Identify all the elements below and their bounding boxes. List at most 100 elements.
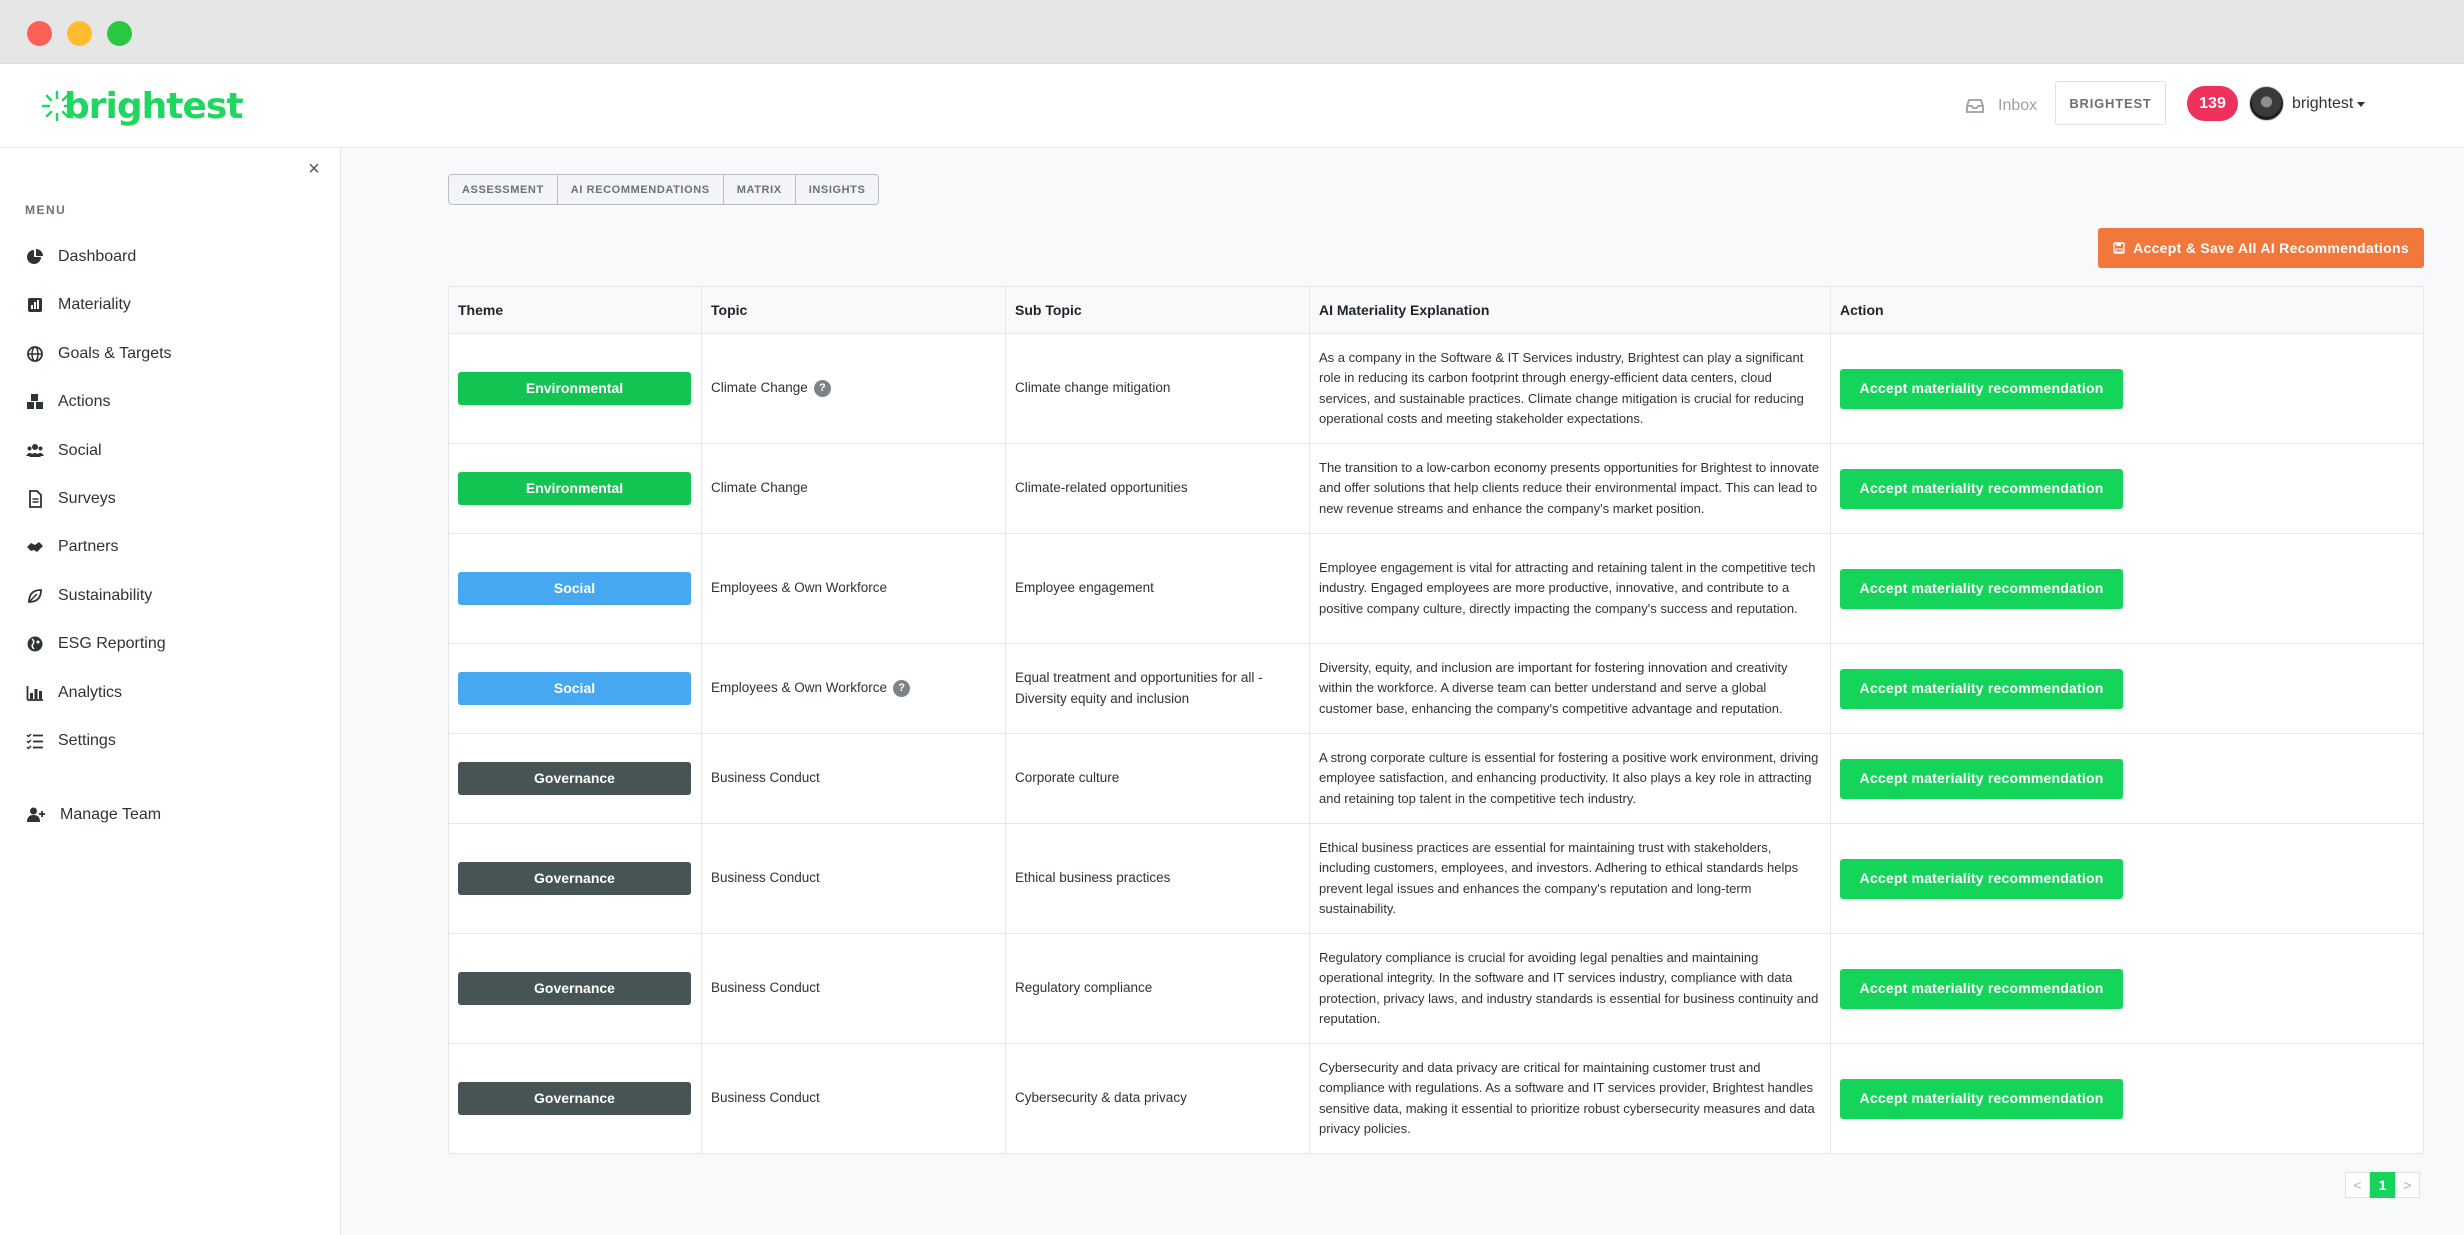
notification-badge[interactable]: 139 — [2187, 86, 2238, 121]
theme-badge: Environmental — [458, 472, 691, 505]
sidebar-item-sustainability[interactable]: Sustainability — [26, 583, 152, 609]
sidebar: × MENU Dashboard Materiality Goals & Tar… — [0, 148, 341, 1235]
view-tabs: ASSESSMENT AI RECOMMENDATIONS MATRIX INS… — [448, 174, 880, 205]
sidebar-item-analytics[interactable]: Analytics — [26, 680, 122, 706]
explanation-cell: The transition to a low-carbon economy p… — [1309, 443, 1831, 534]
topic-label: Employees & Own Workforce — [711, 580, 888, 596]
column-header-explanation[interactable]: AI Materiality Explanation — [1309, 286, 1831, 334]
leaf-icon — [28, 589, 42, 603]
accept-recommendation-button[interactable]: Accept materiality recommendation — [1840, 468, 2123, 509]
organization-button[interactable]: BRIGHTEST — [2055, 81, 2166, 125]
table-row: Governance Business Conduct Cybersecurity … — [448, 1043, 2424, 1154]
table-row: Environmental Climate Change Climate-relat… — [448, 443, 2424, 534]
theme-badge: Governance — [458, 862, 691, 895]
sidebar-item-label: Materiality — [58, 296, 131, 313]
sidebar-item-label: Social — [58, 442, 102, 459]
sidebar-item-dashboard[interactable]: Dashboard — [26, 244, 136, 270]
sub-topic-cell: Regulatory compliance — [1005, 933, 1310, 1044]
topic-cell: Business Conduct — [701, 823, 1006, 934]
table-row: Governance Business Conduct Regulatory com… — [448, 933, 2424, 1044]
column-header-topic[interactable]: Topic — [701, 286, 1006, 334]
column-header-sub-topic[interactable]: Sub Topic — [1005, 286, 1310, 334]
inbox-link[interactable]: Inbox — [1966, 92, 2037, 120]
sub-topic-cell: Ethical business practices — [1005, 823, 1310, 934]
accept-recommendation-button[interactable]: Accept materiality recommendation — [1840, 968, 2123, 1009]
maximize-window-button[interactable] — [107, 21, 132, 46]
recommendations-table: Theme Topic Sub Topic AI Materiality Exp… — [448, 286, 2424, 1154]
theme-badge: Environmental — [458, 372, 691, 405]
pie-chart-icon — [27, 249, 43, 264]
topic-label: Business Conduct — [711, 980, 820, 996]
action-cell: Accept materiality recommendation — [1830, 1043, 2424, 1154]
theme-cell: Social — [448, 643, 702, 734]
topic-label: Employees & Own Workforce — [711, 680, 888, 696]
sidebar-item-partners[interactable]: Partners — [26, 534, 118, 560]
explanation-cell: Diversity, equity, and inclusion are imp… — [1309, 643, 1831, 734]
theme-cell: Governance — [448, 933, 702, 1044]
explanation-cell: Cybersecurity and data privacy are criti… — [1309, 1043, 1831, 1154]
topic-cell: Climate Change? — [701, 333, 1006, 444]
pagination-next-button[interactable]: > — [2395, 1172, 2420, 1198]
tab-matrix[interactable]: MATRIX — [724, 175, 796, 204]
pagination-prev-button[interactable]: < — [2345, 1172, 2370, 1198]
chart-square-icon — [28, 298, 42, 312]
logo-text: brightest — [64, 85, 244, 127]
action-cell: Accept materiality recommendation — [1830, 443, 2424, 534]
users-icon — [26, 444, 44, 457]
sidebar-item-label: ESG Reporting — [58, 635, 166, 652]
explanation-cell: Employee engagement is vital for attract… — [1309, 533, 1831, 644]
theme-badge: Social — [458, 672, 691, 705]
accept-all-button[interactable]: Accept & Save All AI Recommendations — [2098, 228, 2424, 268]
avatar[interactable] — [2249, 86, 2284, 121]
save-icon — [2113, 242, 2125, 254]
sidebar-item-materiality[interactable]: Materiality — [26, 292, 131, 318]
action-cell: Accept materiality recommendation — [1830, 333, 2424, 444]
action-cell: Accept materiality recommendation — [1830, 643, 2424, 734]
topic-label: Business Conduct — [711, 770, 820, 786]
pagination-page-button[interactable]: 1 — [2370, 1172, 2395, 1198]
close-window-button[interactable] — [27, 21, 52, 46]
help-icon[interactable]: ? — [893, 680, 911, 698]
column-header-theme[interactable]: Theme — [448, 286, 702, 334]
theme-badge: Governance — [458, 762, 691, 795]
sidebar-item-label: Surveys — [58, 490, 116, 507]
sidebar-item-actions[interactable]: Actions — [26, 389, 110, 415]
sidebar-item-settings[interactable]: Settings — [26, 728, 116, 754]
user-menu-dropdown[interactable]: brightest — [2292, 92, 2366, 116]
accept-recommendation-button[interactable]: Accept materiality recommendation — [1840, 758, 2123, 799]
table-row: Governance Business Conduct Ethical busine… — [448, 823, 2424, 934]
sidebar-item-label: Dashboard — [58, 248, 137, 265]
sidebar-item-esg-reporting[interactable]: ESG Reporting — [26, 631, 166, 657]
sidebar-item-manage-team[interactable]: Manage Team — [26, 802, 161, 828]
accept-recommendation-button[interactable]: Accept materiality recommendation — [1840, 1078, 2123, 1119]
sidebar-item-social[interactable]: Social — [26, 438, 102, 464]
accept-recommendation-button[interactable]: Accept materiality recommendation — [1840, 568, 2123, 609]
document-icon — [29, 490, 42, 508]
topic-label: Climate Change — [711, 480, 808, 496]
accept-recommendation-button[interactable]: Accept materiality recommendation — [1840, 368, 2123, 409]
inbox-icon — [1966, 99, 1984, 113]
bar-chart-icon — [26, 686, 43, 701]
accept-recommendation-button[interactable]: Accept materiality recommendation — [1840, 668, 2123, 709]
sidebar-close-button[interactable]: × — [308, 157, 320, 180]
topic-cell: Employees & Own Workforce — [701, 533, 1006, 644]
list-check-icon — [26, 733, 43, 750]
action-cell: Accept materiality recommendation — [1830, 733, 2424, 824]
sidebar-item-goals-targets[interactable]: Goals & Targets — [26, 341, 172, 367]
top-header: brightest Inbox BRIGHTEST 139 brightest — [0, 64, 2464, 148]
tab-ai-recommendations[interactable]: AI RECOMMENDATIONS — [558, 175, 724, 204]
minimize-window-button[interactable] — [67, 21, 92, 46]
sidebar-item-label: Goals & Targets — [58, 345, 172, 362]
help-icon[interactable]: ? — [813, 380, 831, 398]
tab-assessment[interactable]: ASSESSMENT — [449, 175, 558, 204]
column-header-action[interactable]: Action — [1830, 286, 2424, 334]
theme-badge: Governance — [458, 1082, 691, 1115]
user-plus-icon — [27, 807, 45, 822]
brand-logo[interactable]: brightest — [40, 78, 244, 134]
tab-insights[interactable]: INSIGHTS — [808, 183, 866, 196]
sidebar-item-label: Sustainability — [58, 587, 153, 604]
table-row: Social Employees & Own Workforce Employee … — [448, 533, 2424, 644]
sidebar-item-surveys[interactable]: Surveys — [26, 486, 116, 512]
accept-recommendation-button[interactable]: Accept materiality recommendation — [1840, 858, 2123, 899]
topic-label: Business Conduct — [711, 870, 820, 886]
